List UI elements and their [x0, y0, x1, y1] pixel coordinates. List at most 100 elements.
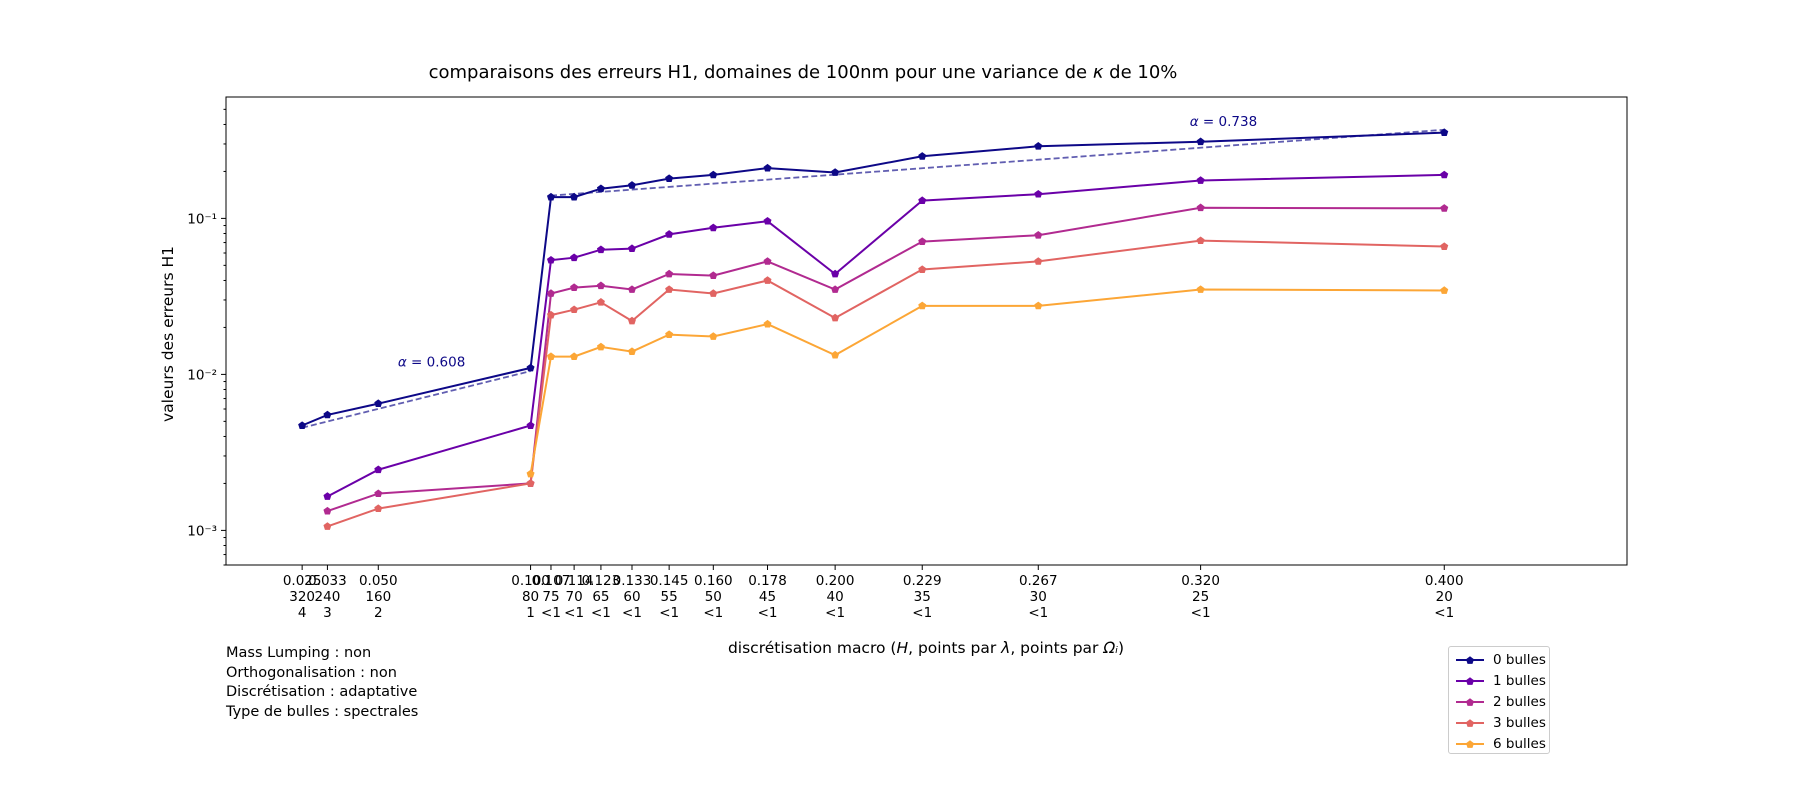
data-point — [596, 245, 605, 254]
data-point — [1034, 189, 1043, 198]
data-point — [627, 285, 636, 293]
legend-label: 1 bulles — [1493, 673, 1546, 690]
plot-frame — [225, 96, 1628, 566]
legend-item: 2 bulles — [1455, 692, 1549, 713]
data-point — [1034, 301, 1043, 310]
data-point — [323, 522, 332, 530]
data-point — [374, 465, 383, 474]
data-point — [596, 298, 605, 306]
data-point — [323, 506, 332, 515]
legend-label: 6 bulles — [1493, 735, 1546, 752]
data-point — [665, 285, 674, 293]
data-point — [526, 469, 535, 478]
data-point — [763, 319, 772, 328]
series-line — [529, 288, 1445, 475]
data-point — [1440, 286, 1449, 294]
data-point — [1440, 170, 1449, 179]
parameters-text: Mass Lumping : non Orthogonalisation : n… — [226, 644, 418, 722]
data-point — [831, 168, 840, 176]
legend-swatch — [1456, 739, 1484, 748]
y-tick-label: 10⁻² — [187, 367, 217, 383]
data-point — [374, 489, 383, 498]
data-point — [1196, 203, 1205, 212]
data-point — [918, 265, 927, 273]
info-line-discretisation: Discrétisation : adaptative — [226, 684, 418, 700]
data-point — [298, 421, 307, 429]
data-point — [709, 271, 718, 279]
series-lines — [298, 128, 1449, 530]
data-point — [709, 332, 718, 340]
data-point — [1440, 242, 1449, 250]
y-tick-label: 10⁻³ — [187, 523, 217, 539]
data-point — [1196, 285, 1205, 293]
data-point — [831, 350, 840, 359]
data-point — [546, 255, 555, 264]
info-line-orthogonalisation: Orthogonalisation : non — [226, 664, 397, 681]
data-point — [570, 283, 579, 292]
data-point — [709, 223, 718, 232]
data-point — [763, 257, 772, 265]
x-tick-label: 0.178 45 <1 — [748, 573, 787, 621]
data-point — [627, 244, 636, 253]
x-tick-label: 0.033 240 3 — [308, 573, 347, 621]
info-line-mass-lumping: Mass Lumping : non — [226, 645, 372, 661]
data-point — [526, 421, 535, 429]
data-point — [570, 253, 579, 262]
legend-swatch — [1456, 719, 1484, 727]
legend-label: 0 bulles — [1493, 652, 1546, 669]
data-point — [1034, 142, 1043, 150]
data-point — [1440, 128, 1449, 136]
series-1 — [323, 170, 1449, 500]
fit-line — [550, 128, 1445, 197]
data-point — [627, 316, 636, 325]
data-point — [526, 363, 535, 372]
series-line — [301, 131, 1445, 427]
data-point — [546, 352, 555, 361]
data-point — [374, 504, 383, 512]
data-point — [1196, 236, 1205, 245]
x-tick-label: 0.050 160 2 — [359, 573, 398, 621]
data-point — [1196, 137, 1205, 146]
legend-label: 2 bulles — [1493, 693, 1546, 710]
fit-annotation: α = 0.608 — [398, 355, 465, 371]
x-tick-label: 0.200 40 <1 — [816, 573, 855, 621]
data-point — [570, 352, 579, 361]
data-point — [665, 269, 674, 278]
series-4 — [526, 285, 1449, 478]
legend-item: 1 bulles — [1455, 671, 1549, 692]
legend-label: 3 bulles — [1493, 714, 1546, 731]
x-tick-label: 0.133 60 <1 — [613, 573, 652, 621]
series-line — [326, 173, 1445, 498]
data-point — [627, 181, 636, 189]
data-point — [323, 492, 332, 500]
series-line — [327, 206, 1445, 513]
data-point — [570, 192, 579, 201]
x-tick-label: 0.114 70 <1 — [555, 573, 594, 621]
legend-swatch — [1456, 656, 1484, 665]
data-point — [665, 330, 674, 338]
data-point — [546, 289, 555, 297]
series-line — [327, 239, 1445, 528]
data-point — [709, 170, 718, 179]
data-point — [546, 310, 555, 319]
data-point — [570, 305, 579, 314]
data-point — [323, 410, 332, 419]
series-2 — [323, 203, 1449, 515]
x-tick-label: 0.025 320 4 — [283, 573, 322, 621]
x-tick-label: 0.229 35 <1 — [903, 573, 942, 621]
x-tick-label: 0.400 20 <1 — [1425, 573, 1464, 621]
data-point — [831, 285, 840, 293]
chart-title: comparaisons des erreurs H1, domaines de… — [429, 62, 1178, 83]
y-tick-label: 10⁻¹ — [187, 211, 217, 227]
info-line-bubble-type: Type de bulles : spectrales — [226, 703, 419, 720]
y-axis: 10⁻³ 10⁻² 10⁻¹ — [187, 108, 226, 566]
x-tick-label: 0.123 65 <1 — [582, 573, 621, 621]
data-point — [763, 276, 772, 284]
data-point — [918, 237, 927, 245]
series-3 — [323, 236, 1449, 530]
data-point — [627, 347, 636, 355]
data-point — [918, 196, 927, 205]
data-point — [918, 301, 927, 310]
data-point — [526, 479, 535, 487]
